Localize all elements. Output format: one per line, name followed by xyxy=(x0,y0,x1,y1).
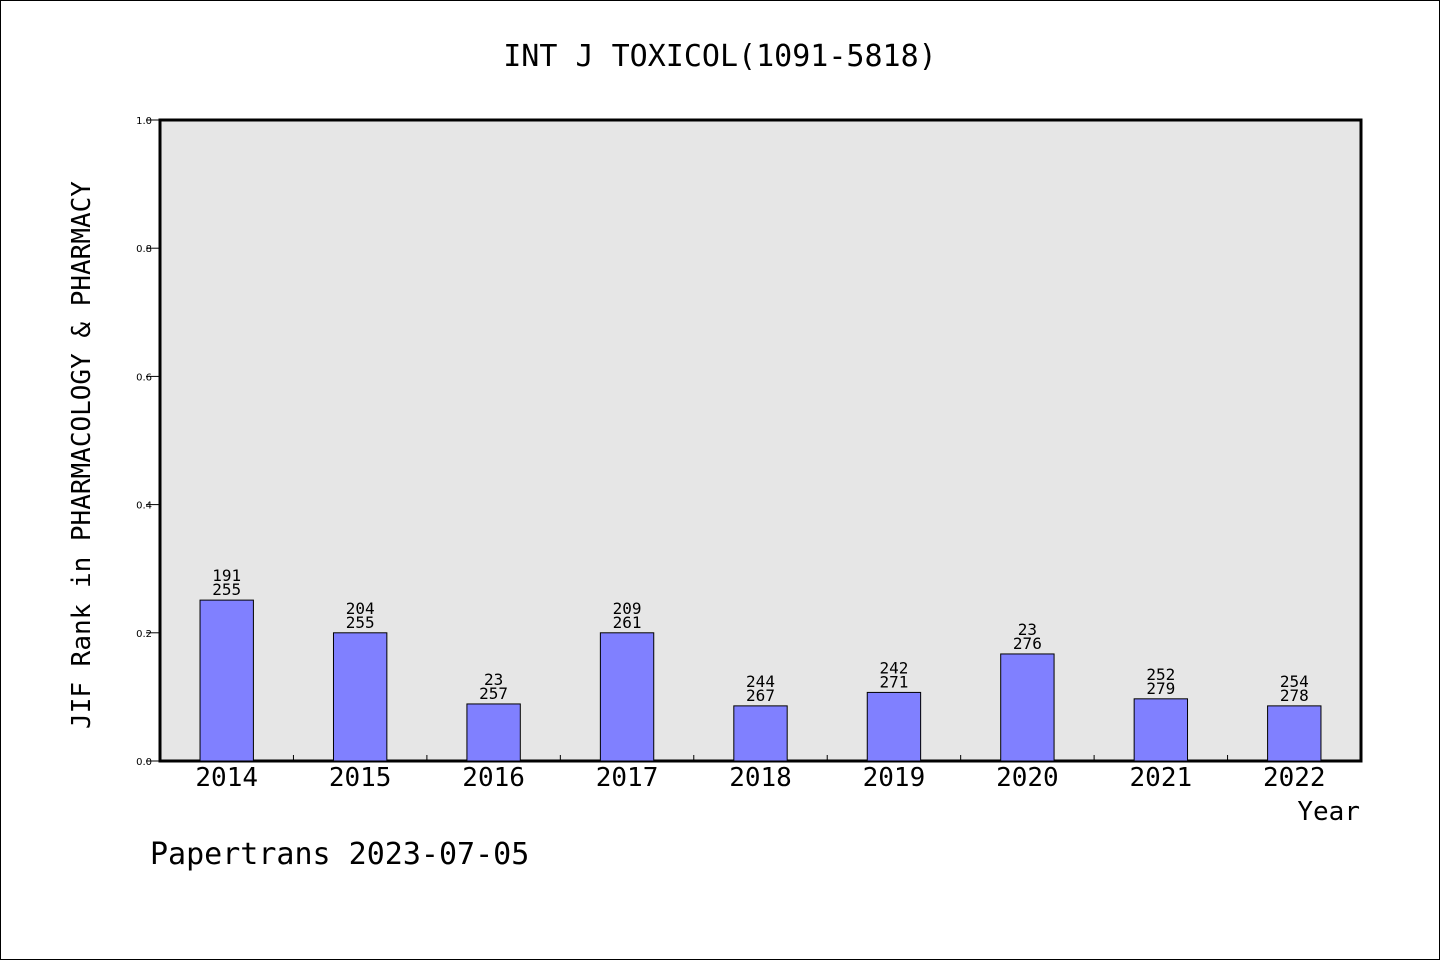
bar-label-total: 278 xyxy=(1280,686,1309,705)
footer-credit: Papertrans 2023-07-05 xyxy=(150,837,529,872)
bar-series xyxy=(199,599,1322,762)
bar-label-total: 276 xyxy=(1013,634,1042,653)
bar-label-rank: 252 xyxy=(1146,665,1175,684)
bar-label-rank: 209 xyxy=(613,599,642,618)
x-tick-label: 2015 xyxy=(329,763,392,793)
bar-label-rank: 191 xyxy=(212,566,241,585)
bar xyxy=(1000,653,1055,762)
x-tick-label: 2022 xyxy=(1263,763,1326,793)
bar-label-total: 261 xyxy=(613,613,642,632)
bar-label-rank: 23 xyxy=(1018,620,1037,639)
x-axis: 2014 2015 2016 2017 2018 2019 2020 2021 2022 xyxy=(195,755,1326,793)
data-labels: 1912552042552325720926124426724227123276… xyxy=(212,566,1308,705)
bar xyxy=(733,705,788,762)
x-tick-label: 2016 xyxy=(462,763,525,793)
bar-label-total: 257 xyxy=(479,684,508,703)
x-tick-label: 2020 xyxy=(996,763,1059,793)
y-tick-label: 0.6 xyxy=(136,372,152,383)
y-axis-label: JIF Rank in PHARMACOLOGY & PHARMACY xyxy=(67,181,97,729)
bar-label-total: 267 xyxy=(746,686,775,705)
x-tick-label: 2014 xyxy=(195,763,258,793)
x-axis-label: Year xyxy=(1297,797,1360,827)
y-tick-label: 1.0 xyxy=(136,116,152,127)
bar xyxy=(332,632,388,762)
bar-label-total: 279 xyxy=(1146,679,1175,698)
x-tick-label: 2019 xyxy=(863,763,926,793)
bar xyxy=(466,703,521,762)
bar-label-rank: 254 xyxy=(1280,672,1309,691)
bar-label-total: 255 xyxy=(212,580,241,599)
bar-label-rank: 204 xyxy=(346,599,375,618)
bar xyxy=(599,632,655,762)
y-tick-label: 0.2 xyxy=(136,629,152,640)
bar xyxy=(199,599,254,762)
bar-label-rank: 242 xyxy=(879,658,908,677)
y-axis: 0.0 0.2 0.4 0.6 0.8 1.0 xyxy=(136,116,160,768)
y-tick-label: 0.4 xyxy=(136,501,152,512)
chart-title: INT J TOXICOL(1091-5818) xyxy=(503,39,936,74)
y-tick-label: 0.0 xyxy=(136,757,152,768)
bar-label-rank: 244 xyxy=(746,672,775,691)
bar xyxy=(1133,698,1189,762)
bar-label-total: 255 xyxy=(346,613,375,632)
y-tick-label: 0.8 xyxy=(136,244,152,255)
x-tick-label: 2017 xyxy=(596,763,659,793)
bar xyxy=(866,691,922,762)
x-tick-label: 2018 xyxy=(729,763,792,793)
bar xyxy=(1267,705,1322,762)
bar-label-total: 271 xyxy=(879,672,908,691)
bar-label-rank: 23 xyxy=(484,670,503,689)
x-tick-label: 2021 xyxy=(1130,763,1193,793)
